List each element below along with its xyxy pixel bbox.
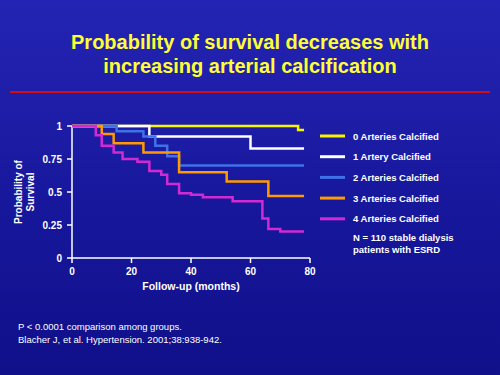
note: N = 110 stable dialysis [353,232,454,243]
x-tick-label: 80 [304,266,316,277]
legend-swatch [320,135,345,138]
y-tick [67,125,72,127]
legend-label: 4 Arteries Calcified [353,213,439,224]
y-tick-label: 0.5 [48,187,62,198]
x-tick-label: 0 [69,266,75,277]
survival-line [72,126,304,196]
legend-swatch [320,155,345,158]
note: patients with ESRD [353,244,440,255]
y-axis-label: Probability ofSurvival [13,159,36,224]
footnote: P < 0.0001 comparison among groups. [18,321,182,332]
legend-label: 1 Artery Calcified [353,151,431,162]
legend-label: 2 Arteries Calcified [353,172,439,183]
legend-label: 3 Arteries Calcified [353,193,439,204]
title: Probability of survival decreases with i… [40,30,460,78]
legend-swatch [320,176,345,179]
y-tick-label: 0.25 [43,220,63,231]
x-tick [309,258,311,263]
series-group [72,126,304,232]
x-tick [190,258,192,263]
slide: Probability of survival decreases with i… [0,0,500,375]
legend-swatch [320,217,345,220]
title-rule [10,91,490,93]
legend-swatch [320,197,345,200]
y-tick-label: 0 [56,253,62,264]
x-tick-label: 20 [126,266,138,277]
y-tick [67,224,72,226]
y-tick-label: 1 [56,121,62,132]
y-tick [67,158,72,160]
y-tick [67,191,72,193]
survival-line [72,126,304,232]
chart: 0 0.25 0.5 0.75 1 0 20 40 60 80 Follow-up (months)… [0,0,500,375]
x-tick [71,258,73,263]
legend-label: 0 Arteries Calcified [353,131,439,142]
x-axis-label: Follow-up (months) [142,280,239,292]
footnote: Blacher J, et al. Hypertension. 2001;38:… [18,334,222,345]
x-tick [131,258,133,263]
x-tick-label: 40 [185,266,197,277]
x-tick [250,258,252,263]
x-tick-label: 60 [245,266,257,277]
y-tick-label: 0.75 [43,154,63,165]
